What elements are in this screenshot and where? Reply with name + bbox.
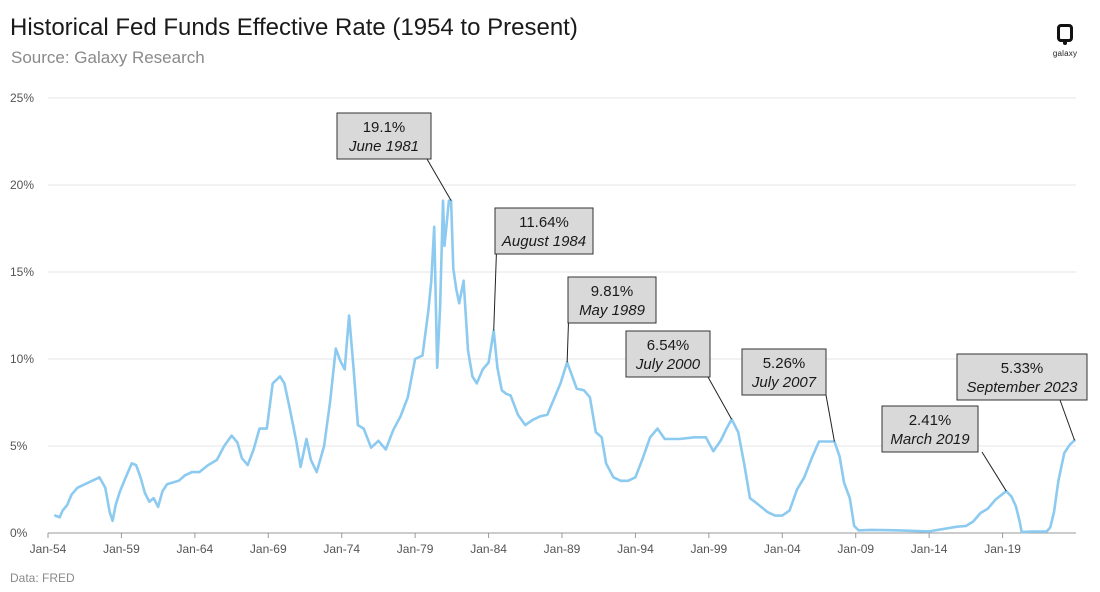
annotation-leader-line (1059, 399, 1076, 441)
x-tick-label: Jan-69 (250, 542, 287, 556)
annotation-value: 11.64% (519, 214, 569, 231)
annotation-date: May 1989 (579, 302, 646, 319)
data-source-note: Data: FRED (10, 571, 75, 585)
x-tick-label: Jan-89 (544, 542, 581, 556)
y-tick-label: 0% (10, 526, 28, 540)
x-tick-label: Jan-04 (764, 542, 801, 556)
annotation-value: 5.26% (763, 355, 806, 372)
annotation-value: 6.54% (647, 337, 690, 354)
annotation-box (956, 353, 1088, 401)
x-tick-label: Jan-94 (617, 542, 654, 556)
annotation-value: 2.41% (909, 412, 952, 429)
galaxy-logo: galaxy (1050, 24, 1080, 64)
logo-text: galaxy (1052, 49, 1078, 58)
x-tick-label: Jan-74 (323, 542, 360, 556)
y-tick-label: 10% (10, 352, 34, 366)
annotation-box (567, 276, 657, 324)
annotation-leader-line (707, 376, 733, 420)
annotation-value: 5.33% (1001, 360, 1044, 377)
annotation-leader-line (426, 158, 452, 201)
x-tick-label: Jan-84 (470, 542, 507, 556)
annotation-leader-line (825, 394, 835, 442)
x-tick-label: Jan-19 (984, 542, 1021, 556)
y-tick-label: 15% (10, 265, 34, 279)
rate-series-line (54, 199, 1076, 534)
annotation-date: July 2007 (751, 374, 817, 391)
x-tick-label: Jan-09 (837, 542, 874, 556)
galaxy-logo-icon (1057, 24, 1073, 45)
annotation-date: March 2019 (890, 431, 970, 448)
annotation-date: August 1984 (501, 233, 586, 250)
annotation-box (336, 112, 432, 160)
annotation-date: September 2023 (967, 379, 1079, 396)
y-tick-label: 25% (10, 91, 34, 105)
x-tick-label: Jan-54 (30, 542, 67, 556)
annotation-box (625, 330, 711, 378)
x-tick-label: Jan-14 (911, 542, 948, 556)
x-tick-label: Jan-79 (397, 542, 434, 556)
annotation-leader-line (981, 451, 1007, 492)
annotation-box (741, 348, 827, 396)
y-tick-label: 20% (10, 178, 34, 192)
x-tick-label: Jan-64 (177, 542, 214, 556)
x-tick-label: Jan-59 (103, 542, 140, 556)
annotation-value: 19.1% (363, 119, 406, 136)
annotation-box (881, 405, 979, 453)
annotation-date: July 2000 (635, 356, 701, 373)
annotation-box (494, 207, 594, 255)
annotation-date: June 1981 (348, 138, 419, 155)
chart-title: Historical Fed Funds Effective Rate (195… (10, 14, 578, 41)
y-tick-label: 5% (10, 439, 28, 453)
chart-subtitle: Source: Galaxy Research (11, 48, 205, 67)
x-tick-label: Jan-99 (691, 542, 728, 556)
annotation-value: 9.81% (591, 283, 634, 300)
